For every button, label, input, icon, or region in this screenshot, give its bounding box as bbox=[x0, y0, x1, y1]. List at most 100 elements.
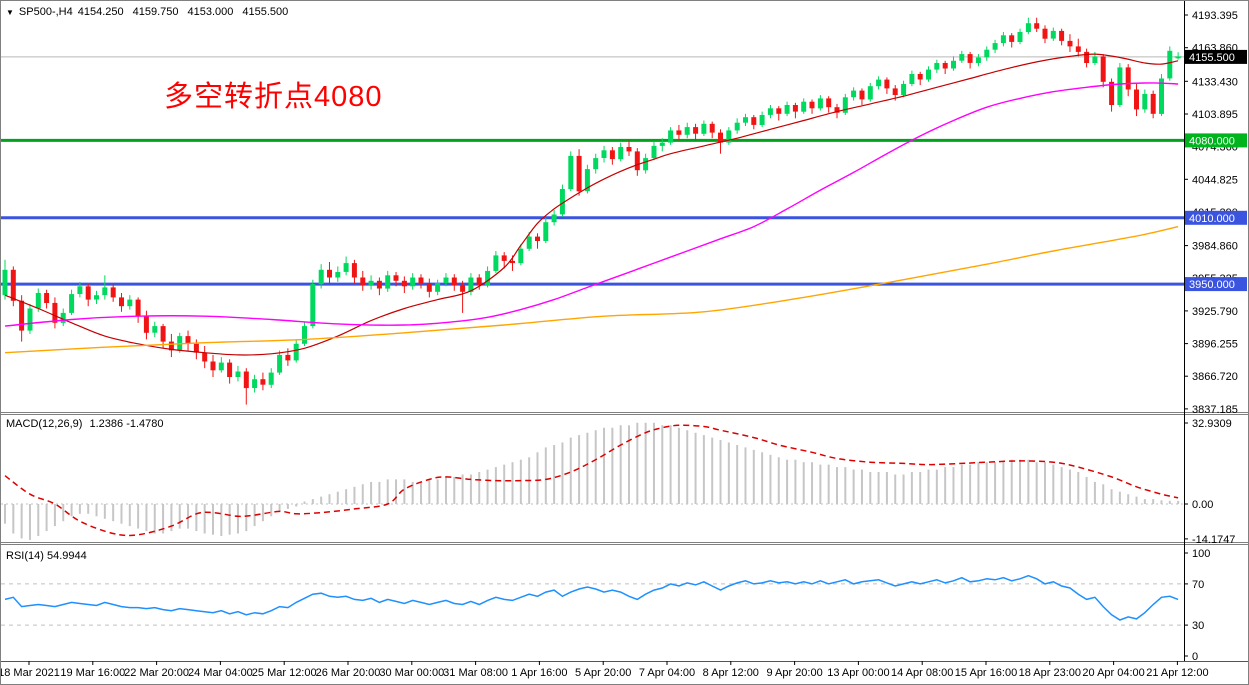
candle-body bbox=[69, 294, 75, 313]
candle-body bbox=[1075, 46, 1081, 52]
candle-body bbox=[934, 63, 940, 70]
candle-body bbox=[601, 150, 607, 158]
ma-fast-red bbox=[4, 53, 1179, 356]
rsi-name: RSI(14) bbox=[6, 550, 44, 562]
price-tag-label: 3950.000 bbox=[1189, 279, 1235, 291]
price-tag-bg bbox=[1185, 210, 1247, 225]
macd-pane[interactable] bbox=[1, 422, 1184, 540]
candle-body bbox=[609, 150, 615, 160]
candle-body bbox=[593, 158, 599, 170]
rsi-pane[interactable] bbox=[1, 574, 1184, 626]
candle-body bbox=[168, 341, 174, 351]
candle-body bbox=[643, 158, 649, 171]
candle-body bbox=[277, 354, 283, 373]
candle-body bbox=[1100, 56, 1106, 82]
candle-body bbox=[518, 248, 524, 264]
time-tick-label: 1 Apr 16:00 bbox=[511, 667, 567, 679]
candles-layer bbox=[2, 17, 1182, 405]
candle-body bbox=[451, 277, 457, 286]
quote-close: 4155.500 bbox=[242, 6, 289, 18]
candle-body bbox=[1084, 51, 1090, 63]
candle-body bbox=[992, 43, 998, 50]
symbol-collapse-icon[interactable]: ▼ bbox=[6, 7, 14, 17]
candle-body bbox=[684, 127, 690, 135]
candle-body bbox=[127, 299, 133, 307]
candle-body bbox=[975, 57, 981, 63]
candle-body bbox=[143, 316, 149, 333]
price-tag-bg bbox=[1185, 277, 1247, 292]
candle-body bbox=[401, 280, 407, 287]
candle-body bbox=[1034, 23, 1040, 29]
time-tick-label: 18 Mar 2021 bbox=[1, 667, 60, 679]
candle-body bbox=[1092, 56, 1098, 63]
time-tick-label: 15 Apr 16:00 bbox=[955, 667, 1017, 679]
time-tick-label: 22 Mar 20:00 bbox=[124, 667, 189, 679]
candle-body bbox=[826, 98, 832, 108]
candle-body bbox=[926, 69, 931, 80]
candle-body bbox=[701, 123, 707, 134]
candle-body bbox=[718, 132, 723, 143]
candle-body bbox=[252, 379, 258, 388]
candle-body bbox=[218, 362, 224, 371]
candle-body bbox=[202, 352, 208, 362]
candle-body bbox=[27, 308, 33, 331]
macd-main-value: 1.2386 bbox=[89, 418, 124, 430]
candle-body bbox=[293, 343, 299, 361]
chart-annotation-text: 多空转折点4080 bbox=[164, 81, 383, 113]
candle-body bbox=[443, 277, 449, 283]
candle-body bbox=[210, 361, 216, 371]
candle-body bbox=[676, 130, 682, 135]
main-price-pane[interactable] bbox=[1, 56, 1184, 286]
candle-body bbox=[876, 79, 882, 87]
candle-body bbox=[60, 312, 66, 323]
candle-body bbox=[867, 86, 873, 100]
time-tick-label: 13 Apr 00:00 bbox=[827, 667, 889, 679]
price-tag-label: 4155.500 bbox=[1189, 52, 1235, 64]
candle-body bbox=[327, 269, 332, 278]
candle-body bbox=[967, 54, 973, 63]
price-tag-bg bbox=[1185, 133, 1247, 148]
candle-body bbox=[984, 49, 990, 58]
candle-body bbox=[368, 280, 374, 286]
price-tag-label: 4010.000 bbox=[1189, 213, 1235, 225]
time-tick-label: 20 Apr 04:00 bbox=[1082, 667, 1144, 679]
candle-body bbox=[626, 147, 632, 152]
axis-tick-label: 3984.860 bbox=[1192, 241, 1238, 253]
time-tick-label: 5 Apr 20:00 bbox=[575, 667, 631, 679]
candle-body bbox=[510, 260, 515, 264]
candle-body bbox=[35, 293, 41, 309]
candle-body bbox=[343, 263, 349, 272]
candle-body bbox=[1000, 35, 1006, 43]
candle-body bbox=[10, 269, 16, 301]
ma-mid-magenta bbox=[4, 82, 1179, 327]
candle-body bbox=[618, 147, 624, 160]
candle-body bbox=[102, 287, 108, 296]
price-axis[interactable]: 4193.3954163.8604133.4304103.8954074.360… bbox=[1184, 10, 1247, 663]
candle-body bbox=[859, 90, 865, 100]
candle-body bbox=[94, 295, 99, 300]
candle-body bbox=[77, 286, 83, 294]
candle-body bbox=[584, 169, 590, 192]
candle-body bbox=[468, 277, 474, 292]
candle-body bbox=[260, 379, 266, 385]
axis-tick-label: 3866.720 bbox=[1192, 371, 1238, 383]
candle-body bbox=[659, 142, 665, 146]
candle-body bbox=[2, 269, 8, 296]
time-tick-label: 14 Apr 08:00 bbox=[891, 667, 953, 679]
candle-body bbox=[801, 101, 807, 112]
candle-body bbox=[743, 117, 748, 123]
candle-body bbox=[501, 255, 507, 261]
candle-body bbox=[1109, 81, 1115, 105]
candle-body bbox=[310, 284, 316, 327]
candle-body bbox=[751, 117, 757, 125]
candle-body bbox=[243, 371, 249, 389]
candle-body bbox=[842, 97, 848, 113]
candle-body bbox=[119, 297, 124, 307]
candle-body bbox=[767, 108, 773, 115]
axis-tick-label: 3837.185 bbox=[1192, 404, 1238, 416]
candle-body bbox=[460, 285, 466, 292]
candle-body bbox=[543, 222, 549, 241]
